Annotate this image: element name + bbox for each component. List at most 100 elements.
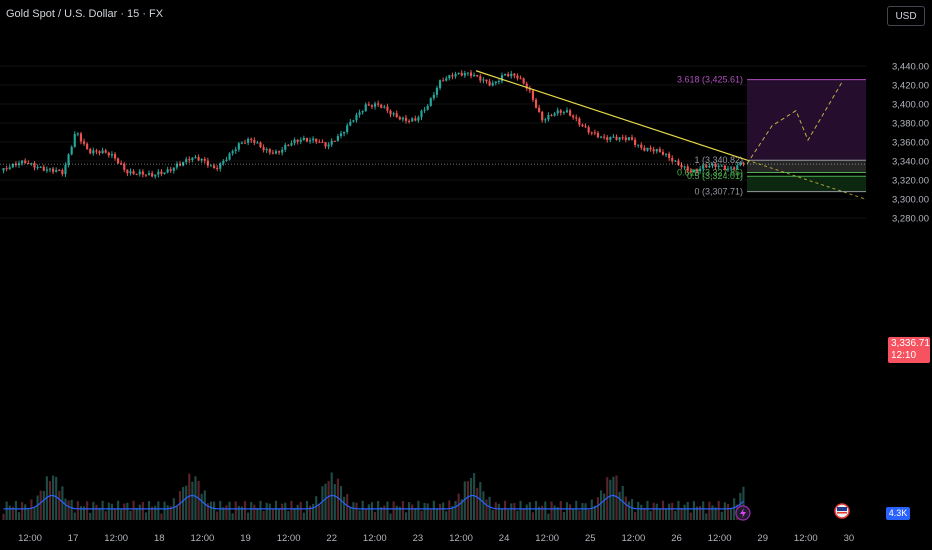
candle-body <box>327 144 330 147</box>
candle-body <box>544 119 547 121</box>
volume-bar <box>457 493 460 520</box>
candle-body <box>603 136 606 138</box>
candle-body <box>457 72 460 74</box>
volume-bar <box>609 479 612 520</box>
candle-body <box>234 149 237 152</box>
chart-title: Gold Spot / U.S. Dollar · 15 · FX <box>6 8 164 20</box>
volume-bar <box>104 511 107 520</box>
x-tick-label: 12:00 <box>191 533 215 544</box>
candle-body <box>692 170 696 173</box>
volume-bar <box>243 501 247 520</box>
y-tick-label: 3,320.00 <box>892 176 929 187</box>
candle-body <box>302 137 305 140</box>
candle-body <box>686 166 689 171</box>
candle-body <box>299 139 302 142</box>
candle-body <box>268 149 271 153</box>
volume-bar <box>318 503 321 520</box>
volume-bar <box>473 473 476 520</box>
candle-body <box>45 169 48 171</box>
volume-bar <box>349 506 352 520</box>
volume-bar <box>197 480 200 520</box>
candle-body <box>569 110 572 116</box>
candle-body <box>206 160 209 166</box>
x-tick-label: 12:00 <box>277 533 301 544</box>
volume-bar <box>398 506 401 520</box>
candle-body <box>575 117 578 119</box>
volume-bar <box>652 502 655 520</box>
volume-bar <box>534 501 538 520</box>
candle-body <box>160 171 163 174</box>
candle-body <box>123 164 126 170</box>
x-tick-label: 26 <box>671 533 682 544</box>
volume-bar <box>234 501 237 520</box>
candle-body <box>178 163 182 166</box>
candle-body <box>469 72 473 77</box>
candle-body <box>48 168 52 170</box>
volume-bar <box>58 490 61 520</box>
candle-body <box>8 167 11 170</box>
candle-body <box>733 167 736 169</box>
us-flag-icon-stripe <box>837 512 847 514</box>
candle-body <box>138 171 141 175</box>
candle-body <box>364 104 367 112</box>
volume-bar <box>247 512 250 520</box>
volume-bar <box>729 507 733 520</box>
volume-bar <box>287 511 290 520</box>
candle-body <box>519 78 522 80</box>
candle-body <box>76 133 79 135</box>
volume-bar <box>135 508 138 520</box>
candle-body <box>689 170 692 173</box>
candle-body <box>343 131 346 134</box>
volume-bar <box>212 501 216 520</box>
x-tick-label: 24 <box>499 533 510 544</box>
volume-bar <box>445 511 448 520</box>
candle-body <box>237 143 240 150</box>
volume-bar <box>516 510 519 520</box>
volume-bar <box>132 500 135 520</box>
volume-bar <box>612 476 615 520</box>
event-icons <box>735 503 850 521</box>
x-tick-label: 23 <box>413 533 424 544</box>
volume-bar <box>216 511 219 520</box>
drawings <box>0 70 867 200</box>
volume-bar <box>640 504 643 520</box>
candle-body <box>485 79 488 82</box>
candle-body <box>64 165 67 175</box>
candle-body <box>541 111 544 121</box>
candle-body <box>188 159 191 161</box>
volume-bar <box>742 486 745 520</box>
volume-bar <box>373 511 377 520</box>
volume-bar <box>507 509 510 520</box>
volume-bar <box>559 501 562 520</box>
y-tick-label: 3,360.00 <box>892 138 929 149</box>
volume-bar <box>423 502 426 520</box>
price-axis: 3,440.00 3,420.00 3,400.00 3,380.00 3,360.00… <box>892 62 929 225</box>
volume-bar <box>646 500 649 520</box>
fib-level-label: 1 (3,340.82) <box>694 155 743 165</box>
candle-body <box>58 170 61 172</box>
candle-body <box>30 163 33 165</box>
candle-body <box>417 117 420 121</box>
volume-bar <box>33 506 36 520</box>
candle-body <box>729 167 733 169</box>
candle-body <box>330 140 333 145</box>
candle-body <box>336 136 339 141</box>
candle-body <box>445 78 448 81</box>
volume-bar <box>695 506 699 520</box>
candle-body <box>606 137 609 140</box>
volume-bar <box>401 501 404 520</box>
candle-body <box>714 163 717 167</box>
volume-bar <box>435 509 439 520</box>
volume-bar <box>364 508 367 520</box>
currency-button[interactable]: USD <box>887 6 925 26</box>
volume-bar <box>497 503 500 520</box>
volume-bar <box>637 501 640 520</box>
volume-bar <box>336 478 339 520</box>
volume-bar <box>630 499 634 520</box>
candle-body <box>491 83 494 86</box>
volume-bar <box>429 509 432 520</box>
candle-body <box>531 90 535 100</box>
candle-body <box>482 79 485 81</box>
candle-body <box>621 137 624 139</box>
